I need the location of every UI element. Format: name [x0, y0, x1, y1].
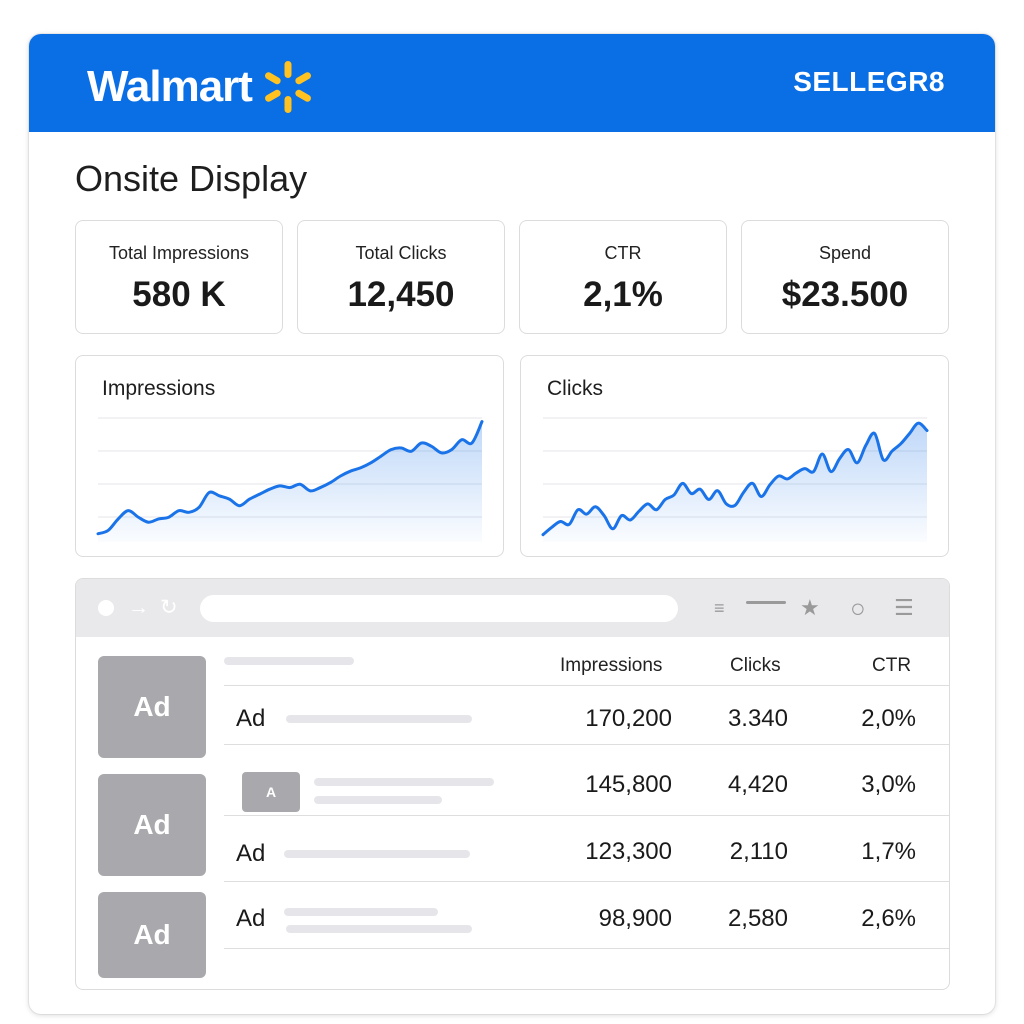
ctr-cell: 2,0%	[861, 705, 916, 732]
ad-thumbnail[interactable]: Ad	[98, 892, 206, 978]
kpi-label: Spend	[818, 243, 872, 263]
clicks-cell: 2,580	[727, 905, 788, 932]
placeholder-line	[284, 850, 470, 858]
placeholder-line	[314, 796, 442, 804]
kpi-value: 580 K	[132, 275, 226, 314]
ad-mini-thumbnail[interactable]: A	[242, 772, 300, 812]
placeholder-line	[284, 908, 438, 916]
refresh-icon[interactable]: ↻	[160, 596, 178, 619]
clicks-chart-card: Clicks	[520, 355, 949, 557]
column-header-impressions[interactable]: Impressions	[560, 655, 663, 676]
dashboard-card: Walmart SELLEGR8 Onsite Display Total Im…	[29, 34, 995, 1014]
row-divider	[224, 685, 949, 686]
series-line	[541, 421, 929, 537]
toolbar-divider	[746, 601, 786, 604]
impressions-chart	[96, 417, 484, 542]
page-title: Onsite Display	[75, 158, 308, 199]
impressions-chart-card: Impressions	[75, 355, 504, 557]
column-header-ctr[interactable]: CTR	[872, 655, 912, 676]
clicks-cell: 2,110	[729, 838, 788, 865]
hamburger-icon[interactable]: ☰	[894, 595, 914, 620]
impressions-cell: 123,300	[585, 838, 672, 865]
column-header-clicks[interactable]: Clicks	[730, 655, 781, 676]
kpi-label: Total Impressions	[108, 243, 250, 263]
ad-preview-browser: → ↻ ≡ ★ ○ ☰ Ad Ad Ad Impressions Clicks …	[75, 578, 950, 990]
kpi-value: $23.500	[781, 275, 909, 314]
url-bar[interactable]	[200, 595, 678, 622]
series-line	[96, 420, 484, 536]
row-label: Ad	[236, 705, 266, 732]
placeholder-line	[286, 925, 472, 933]
kpi-spend: Spend $23.500	[741, 220, 949, 334]
seller-id: SELLEGR8	[793, 66, 945, 97]
row-divider	[224, 948, 949, 949]
placeholder-line	[314, 778, 494, 786]
kpi-label: CTR	[604, 243, 642, 263]
kpi-label: Total Clicks	[355, 243, 447, 263]
star-icon[interactable]: ★	[800, 595, 820, 620]
placeholder-line	[224, 657, 354, 665]
ad-thumbnail[interactable]: Ad	[98, 774, 206, 876]
brand-header: Walmart SELLEGR8	[29, 34, 995, 132]
kpi-value: 2,1%	[583, 275, 663, 314]
browser-toolbar: → ↻ ≡ ★ ○ ☰	[76, 579, 949, 637]
clicks-cell: 4,420	[727, 771, 788, 798]
kpi-value: 12,450	[347, 275, 455, 314]
walmart-logo[interactable]: Walmart	[87, 61, 316, 113]
row-label: Ad	[236, 840, 266, 867]
ad-thumbnail[interactable]: Ad	[98, 656, 206, 758]
circle-icon[interactable]: ○	[850, 593, 866, 623]
impressions-cell: 170,200	[585, 705, 672, 732]
impressions-cell: 98,900	[598, 905, 672, 932]
chart-title: Impressions	[102, 377, 216, 400]
impressions-cell: 145,800	[585, 771, 672, 798]
ctr-cell: 3,0%	[861, 771, 916, 798]
forward-arrow-icon[interactable]: →	[128, 596, 149, 619]
series-area	[98, 421, 482, 542]
row-divider	[224, 881, 949, 882]
ctr-cell: 1,7%	[861, 838, 916, 865]
row-label: Ad	[236, 905, 266, 932]
row-divider	[224, 815, 949, 816]
clicks-cell: 3.340	[727, 705, 788, 732]
menu-lines-icon[interactable]: ≡	[714, 598, 725, 618]
chart-title: Clicks	[547, 377, 603, 400]
ctr-cell: 2,6%	[861, 905, 916, 932]
kpi-total-impressions: Total Impressions 580 K	[75, 220, 283, 334]
placeholder-line	[286, 715, 472, 723]
kpi-ctr: CTR 2,1%	[519, 220, 727, 334]
brand-name: Walmart	[87, 62, 253, 111]
row-divider	[224, 744, 949, 745]
back-dot-icon[interactable]	[98, 600, 114, 616]
walmart-spark-icon	[264, 61, 311, 113]
clicks-chart	[541, 417, 929, 542]
kpi-total-clicks: Total Clicks 12,450	[297, 220, 505, 334]
